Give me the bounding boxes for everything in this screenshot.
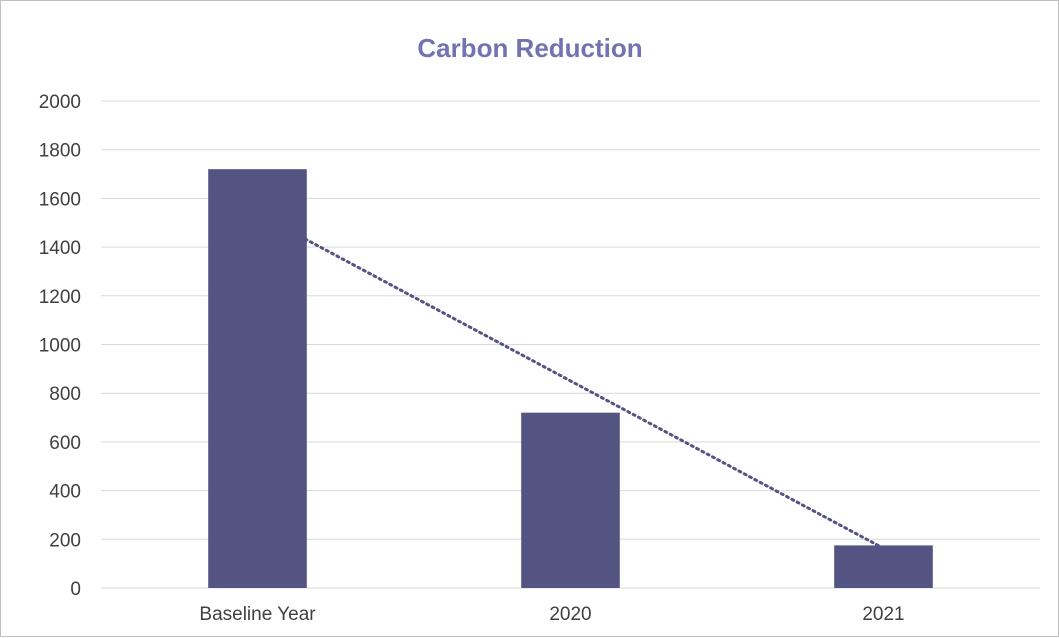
trendline-layer — [256, 211, 885, 550]
bar — [834, 545, 933, 588]
bar — [521, 412, 620, 588]
x-tick-label: 2021 — [862, 604, 904, 625]
x-axis-tick-labels: Baseline Year 2020 2021 — [199, 604, 904, 625]
bar — [208, 169, 307, 588]
y-tick-label: 800 — [49, 384, 81, 405]
y-axis-tick-labels: 0 200 400 600 800 1000 1200 1400 1600 1800 2000 — [39, 92, 81, 600]
y-tick-label: 0 — [70, 579, 81, 600]
y-tick-label: 1000 — [39, 336, 81, 357]
chart-title: Carbon Reduction — [417, 33, 642, 63]
y-tick-label: 600 — [49, 433, 81, 454]
x-tick-label: Baseline Year — [199, 604, 316, 625]
y-tick-label: 2000 — [39, 92, 81, 113]
y-tick-label: 200 — [49, 530, 81, 551]
y-tick-label: 1600 — [39, 189, 81, 210]
x-tick-label: 2020 — [549, 604, 591, 625]
y-tick-label: 1400 — [39, 238, 81, 259]
y-tick-label: 1200 — [39, 287, 81, 308]
trendline — [256, 211, 885, 550]
y-tick-label: 1800 — [39, 141, 81, 162]
y-tick-label: 400 — [49, 482, 81, 503]
bars — [208, 169, 933, 588]
